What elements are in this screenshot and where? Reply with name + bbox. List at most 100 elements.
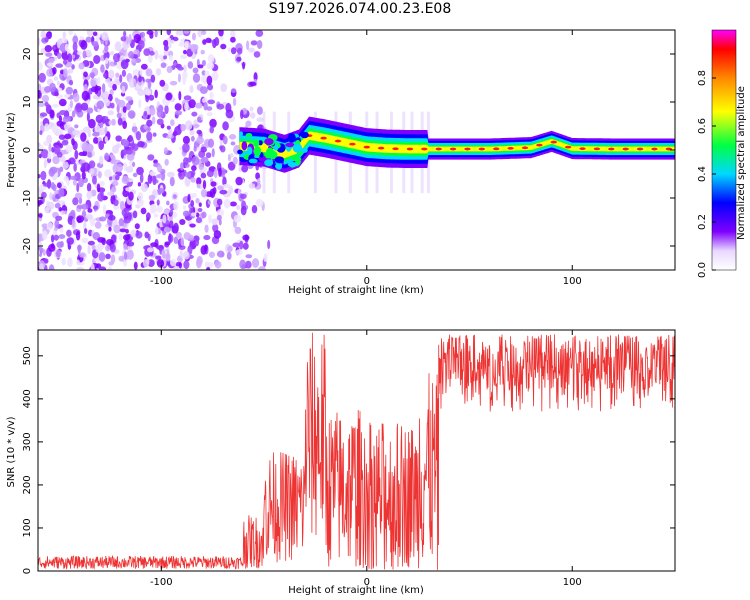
noise-blob: [146, 258, 150, 265]
noise-blob: [105, 253, 111, 260]
noise-blob: [140, 31, 146, 38]
noise-blob: [125, 166, 134, 173]
noise-blob: [216, 103, 225, 110]
spectrogram-x-tick-label: -100: [150, 276, 173, 287]
noise-blob: [130, 142, 136, 151]
noise-blob: [38, 105, 41, 112]
noise-blob: [66, 53, 73, 63]
noise-blob: [150, 74, 156, 83]
noise-blob: [96, 100, 105, 110]
noise-blob: [256, 106, 263, 115]
noise-blob: [197, 30, 202, 38]
noise-blob: [189, 85, 194, 94]
noise-blob: [85, 36, 93, 43]
noise-blob: [100, 64, 105, 73]
noise-blob: [83, 126, 91, 133]
noise-blob: [66, 237, 75, 245]
noise-blob: [119, 200, 125, 211]
noise-blob: [263, 253, 268, 262]
noise-blob: [149, 106, 156, 116]
colorbar-tick-label: 0.0: [697, 262, 708, 278]
noise-blob: [107, 110, 114, 116]
noise-blob: [114, 174, 120, 181]
noise-blob: [195, 102, 203, 109]
noise-blob: [119, 74, 123, 83]
noise-blob: [190, 44, 197, 53]
snr-y-tick-label: 400: [22, 389, 33, 408]
noise-blob: [123, 251, 128, 260]
ridge-blob: [300, 131, 309, 139]
spectrogram-x-tick-label: 0: [364, 276, 370, 287]
noise-blob: [50, 181, 55, 190]
noise-blob: [132, 210, 138, 219]
noise-blob: [44, 123, 50, 132]
noise-blob: [115, 72, 120, 78]
noise-blob: [220, 145, 226, 153]
noise-blob: [178, 90, 182, 101]
noise-blob: [222, 135, 228, 145]
noise-blob: [76, 244, 82, 251]
noise-blob: [137, 140, 145, 148]
noise-blob: [127, 110, 136, 119]
noise-blob: [117, 117, 123, 126]
noise-blob: [144, 89, 152, 96]
noise-blob: [188, 99, 196, 109]
noise-blob: [204, 244, 208, 252]
noise-blob: [48, 143, 52, 153]
noise-blob: [72, 54, 76, 59]
noise-blob: [58, 234, 66, 239]
noise-blob: [235, 249, 243, 256]
noise-blob: [163, 55, 168, 60]
snr-y-tick-label: 0: [22, 568, 33, 574]
snr-frame: [37, 329, 676, 572]
noise-blob: [71, 129, 80, 136]
noise-blob: [105, 77, 111, 84]
noise-blob: [191, 192, 197, 198]
ridge-hotspot: [608, 147, 615, 151]
spectrogram-y-tick-label: -10: [22, 190, 33, 206]
noise-blob: [234, 226, 242, 235]
noise-blob: [38, 83, 42, 92]
noise-blob: [40, 170, 47, 181]
noise-blob: [182, 74, 187, 85]
noise-blob: [98, 140, 105, 151]
noise-blob: [218, 167, 222, 177]
noise-blob: [82, 162, 90, 172]
noise-blob: [133, 261, 138, 270]
noise-blob: [257, 266, 266, 270]
noise-blob: [68, 79, 74, 86]
noise-blob: [46, 222, 54, 231]
noise-blob: [184, 172, 191, 178]
noise-blob: [175, 231, 182, 239]
noise-blob: [201, 60, 207, 67]
noise-blob: [71, 138, 75, 146]
ridge-band-layer: [239, 131, 675, 159]
noise-blob: [197, 64, 204, 69]
noise-blob: [173, 236, 179, 245]
noise-blob: [164, 241, 171, 246]
noise-blob: [60, 210, 65, 216]
noise-blob: [207, 99, 216, 105]
noise-blob: [92, 132, 100, 137]
noise-blob: [147, 54, 153, 63]
noise-blob: [196, 183, 201, 189]
noise-blob: [132, 122, 137, 127]
noise-blob: [218, 219, 222, 226]
colorbar-tick-label: 0.8: [697, 70, 708, 86]
colorbar-tick-label: 0.4: [697, 166, 708, 182]
noise-blob: [48, 264, 55, 270]
ridge-hotspot: [651, 147, 658, 151]
spectrogram-y-tick-label: 0: [22, 147, 33, 153]
noise-blob: [82, 150, 88, 157]
colorbar-gradient: [711, 29, 737, 271]
noise-blob: [191, 156, 200, 166]
noise-blob: [46, 31, 52, 40]
noise-blob: [216, 208, 225, 217]
noise-blob: [52, 103, 60, 108]
noise-blob: [225, 109, 234, 119]
noise-blob: [183, 157, 189, 166]
noise-blob: [162, 214, 167, 224]
noise-blob: [157, 30, 164, 34]
noise-blob: [147, 78, 152, 89]
